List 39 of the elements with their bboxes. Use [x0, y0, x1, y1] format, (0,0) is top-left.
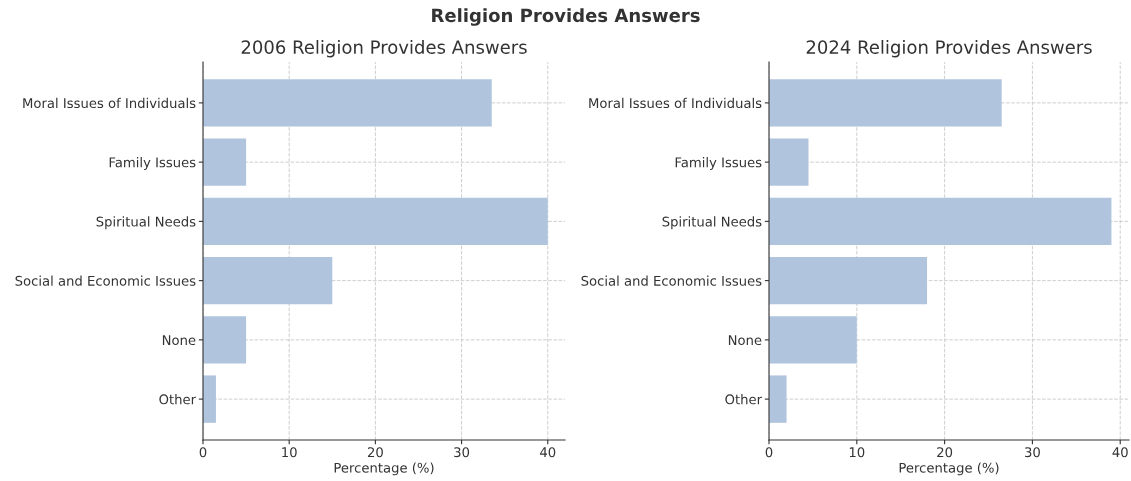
- chart-title: 2006 Religion Provides Answers: [241, 39, 527, 58]
- bar: [769, 375, 787, 423]
- x-tick-label: 20: [367, 447, 383, 458]
- bar: [203, 375, 216, 423]
- x-tick-label: 10: [849, 447, 865, 458]
- bar: [769, 316, 857, 364]
- bar: [203, 79, 492, 127]
- y-tick-label: None: [162, 335, 196, 346]
- bar: [203, 256, 333, 305]
- bar: [769, 79, 1002, 127]
- y-tick-label: Social and Economic Issues: [15, 275, 196, 286]
- chart-title: 2024 Religion Provides Answers: [806, 39, 1092, 58]
- x-tick-label: 0: [199, 447, 207, 458]
- bar: [203, 197, 548, 246]
- bar: [203, 138, 247, 186]
- y-tick-label: Family Issues: [675, 157, 762, 170]
- x-tick-label: 10: [282, 447, 297, 458]
- x-axis-title: Percentage (%): [334, 462, 434, 476]
- y-tick-label: Moral Issues of Individuals: [23, 97, 196, 109]
- x-tick-label: 40: [540, 447, 556, 458]
- y-tick-label: Spiritual Needs: [96, 216, 196, 230]
- y-tick-label: Family Issues: [109, 157, 196, 170]
- x-tick-label: 20: [937, 447, 953, 458]
- x-tick-label: 30: [454, 447, 470, 458]
- y-tick-label: Social and Economic Issues: [581, 275, 762, 286]
- x-axis-title: Percentage (%): [899, 462, 999, 476]
- y-tick-label: Other: [159, 394, 197, 405]
- text: Religion Provides Answers: [432, 8, 700, 26]
- x-tick-label: 30: [1025, 447, 1040, 458]
- y-tick-label: None: [728, 335, 762, 346]
- bar: [203, 316, 247, 364]
- x-tick-label: 0: [765, 447, 773, 458]
- bar: [769, 197, 1112, 246]
- y-tick-label: Moral Issues of Individuals: [589, 97, 762, 109]
- y-tick-label: Other: [725, 394, 763, 405]
- bar: [769, 138, 809, 186]
- x-tick-label: 40: [1112, 447, 1128, 458]
- y-tick-label: Spiritual Needs: [662, 216, 762, 230]
- bar: [769, 256, 928, 305]
